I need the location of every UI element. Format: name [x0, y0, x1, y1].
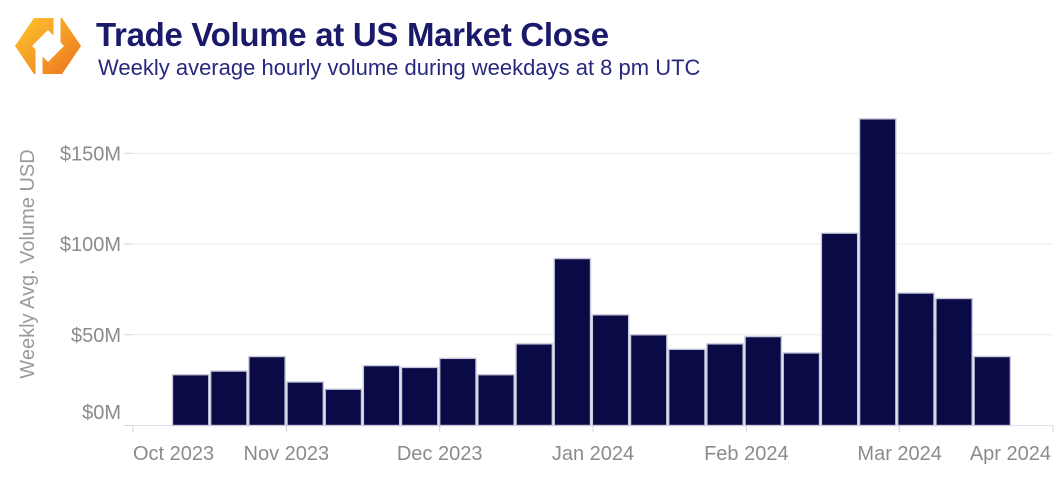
- x-tick-label-feb-2024: Feb 2024: [704, 443, 789, 465]
- bar-week-21: [935, 297, 973, 427]
- bar-week-4: [286, 381, 325, 427]
- y-tick-label-150: $150M: [60, 143, 121, 165]
- bar-week-1: [171, 373, 210, 427]
- bar-week-16: [744, 335, 783, 427]
- bar-week-19: [858, 118, 897, 427]
- bar-week-3: [248, 355, 286, 427]
- page-subtitle: Weekly average hourly volume during week…: [98, 55, 701, 80]
- bar-week-22: [973, 355, 1012, 427]
- bar-week-17: [782, 352, 821, 427]
- x-tick-label-mar-2024: Mar 2024: [857, 443, 942, 465]
- x-tick-label-oct-2023: Oct 2023: [133, 443, 214, 465]
- x-tick-label-dec-2023: Dec 2023: [397, 443, 483, 465]
- bar-week-18: [820, 232, 859, 427]
- y-tick-label-0: $0M: [82, 402, 121, 424]
- bar-week-6: [362, 364, 401, 427]
- bar-week-10: [515, 343, 554, 427]
- y-tick-label-50: $50M: [71, 325, 121, 347]
- bar-week-20: [897, 292, 935, 427]
- bar-week-8: [438, 357, 477, 427]
- bar-week-15: [706, 343, 744, 427]
- bar-week-12: [591, 314, 630, 427]
- y-axis-title: Weekly Avg. Volume USD: [17, 149, 39, 378]
- x-tick-label-apr-2024: Apr 2024: [970, 443, 1051, 465]
- x-tick-label-nov-2023: Nov 2023: [244, 443, 330, 465]
- bar-week-5: [324, 388, 363, 427]
- bar-week-11: [553, 257, 592, 427]
- y-tick-label-100: $100M: [60, 234, 121, 256]
- brand-logo-icon: [10, 8, 86, 84]
- bar-week-14: [668, 348, 706, 427]
- x-tick-label-jan-2024: Jan 2024: [552, 443, 634, 465]
- bar-week-7: [400, 366, 439, 427]
- page-title: Trade Volume at US Market Close: [96, 16, 609, 53]
- bar-week-2: [209, 370, 248, 427]
- bar-week-9: [477, 373, 515, 427]
- bar-week-13: [629, 334, 668, 427]
